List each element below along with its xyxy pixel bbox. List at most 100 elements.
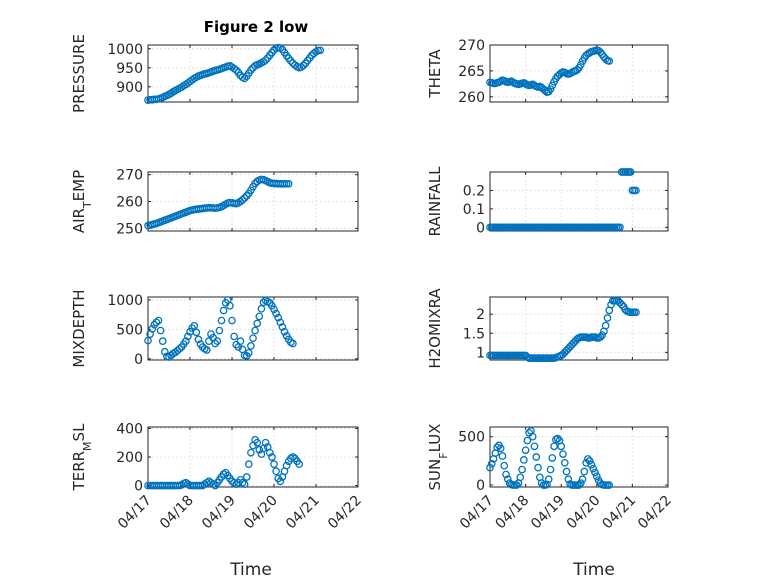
y-tick-label: 1 [476,345,485,361]
x-tick-label: 04/20 [564,493,604,533]
data-point [274,313,283,322]
axes-box [489,296,669,361]
data-point [562,467,571,476]
data-point [580,467,589,476]
data-point [632,308,640,317]
data-point [512,481,521,489]
data-point [152,318,161,327]
data-point [589,464,598,473]
data-point [276,477,285,486]
data-point [587,460,596,469]
subplot-air-temp: 250 260 270 AIRTEMP [70,168,359,237]
data-point [632,186,640,195]
data-point [213,337,222,346]
x-tick-label: 04/21 [283,493,323,533]
y-tick-label: 0.2 [463,183,485,199]
data-point [265,448,274,457]
y-tick-label: 260 [116,195,143,211]
data-point [160,347,169,356]
data-point [211,339,220,348]
subplot-mixdepth: 0 500 1000 MIXDEPTH [70,289,359,368]
data-point [238,196,247,204]
y-tick-label: 270 [116,168,143,184]
y-tick-label: 1000 [107,293,143,309]
x-tick-label: 04/18 [157,493,197,533]
data-point [550,442,558,451]
data-point [487,459,496,468]
data-point [518,465,526,474]
data-point [188,324,196,333]
y-tick-label: 200 [116,450,143,466]
data-point [150,320,159,329]
data-point [148,324,157,333]
data-point [232,66,241,74]
x-axis-label-right: Time [572,560,615,580]
data-point [528,432,537,441]
data-point [559,450,567,458]
y-tick-label: 1.5 [463,326,485,342]
data-point [272,467,280,476]
data-point [175,344,184,353]
data-point [532,453,541,461]
data-point [576,60,585,69]
x-axis-label-left: Time [229,560,272,580]
data-point [546,465,555,474]
data-point [255,446,264,454]
data-point [249,334,257,343]
data-point [219,306,228,315]
data-point [617,300,626,309]
data-point [626,168,635,176]
y-tick-label: 260 [458,90,485,106]
data-point [247,342,255,350]
data-point [605,57,614,65]
data-point [584,455,592,463]
axes-box [489,171,669,232]
data-point [205,337,213,346]
y-tick-label: 250 [116,221,143,237]
data-point [601,321,610,330]
data-point [270,460,278,468]
data-point [202,346,211,354]
data-point [598,331,606,340]
data-point [591,468,599,477]
x-tick-label: 04/22 [325,493,365,533]
data-point [286,57,295,65]
data-point [603,314,612,322]
data-point [498,452,507,460]
data-point [284,179,293,188]
data-point [576,479,585,487]
y-axis-label: TERRMSL [70,423,94,492]
data-point [253,319,262,328]
data-point [548,81,557,90]
y-tick-label: 900 [116,80,143,96]
data-point [192,328,201,337]
data-point [596,333,605,341]
data-point [230,332,238,341]
data-point [270,305,278,314]
data-point [557,442,566,451]
data-point [548,454,557,462]
data-point [257,304,266,313]
y-axis-label: H2OMIXRA [426,288,444,369]
y-axis-label: RAINFALL [426,166,444,237]
data-point [605,481,614,489]
subplot-terr-msl: 0 200 400 TERRMSL 04/17 04/18 04/19 04/20 04/21 0… [70,421,365,532]
data-point [521,446,530,455]
y-axis-label: AIRTEMP [70,170,94,233]
y-tick-label: 500 [116,322,143,338]
data-point [592,472,601,481]
data-point [242,473,251,481]
data-point [194,335,203,344]
x-tick-label: 04/22 [635,493,675,533]
x-tick-label: 04/21 [599,493,639,533]
data-point [503,475,512,484]
data-point [546,85,555,93]
figure-title: Figure 2 low [204,18,309,36]
y-tick-label: 2 [476,307,485,323]
data-point [154,316,163,325]
y-tick-label: 400 [116,421,143,437]
data-point [289,339,297,348]
x-tick-label: 04/18 [493,493,533,533]
data-point [181,337,190,346]
y-tick-label: 500 [458,430,485,446]
